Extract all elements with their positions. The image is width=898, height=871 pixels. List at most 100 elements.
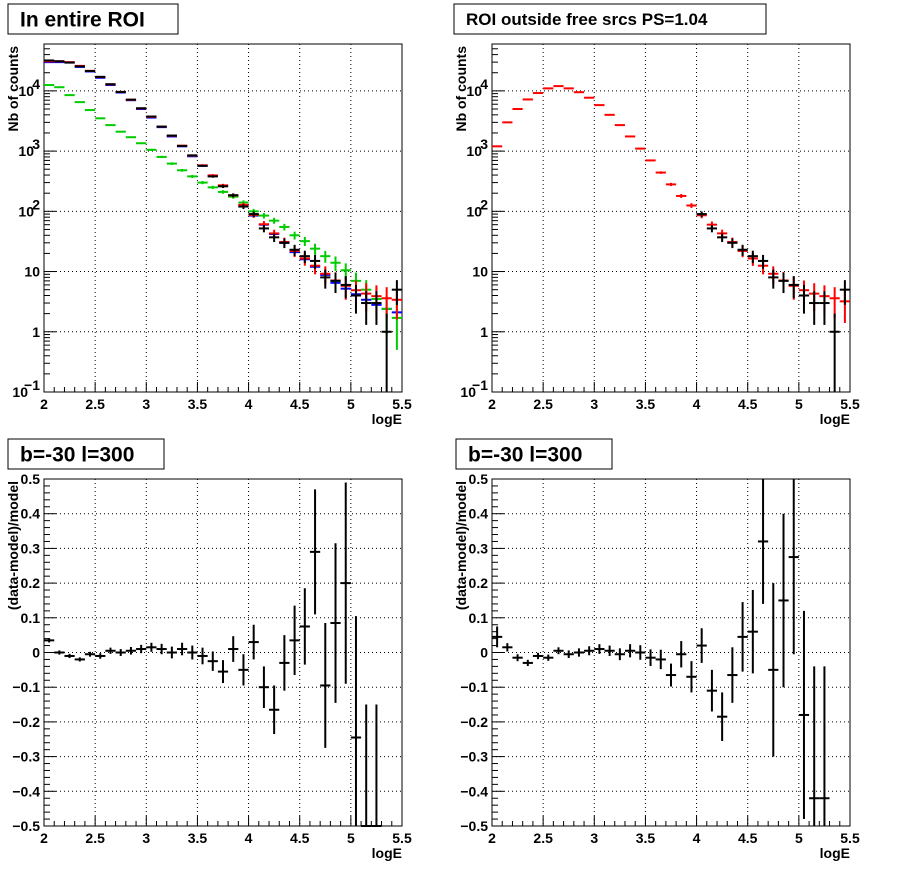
data-point: [258, 212, 270, 219]
data-point: [84, 109, 96, 112]
data-point: [361, 704, 372, 827]
x-tick-label: 2.5: [85, 396, 105, 412]
data-point: [696, 211, 707, 217]
data-point: [737, 602, 748, 672]
y-tick-label: 0.3: [21, 540, 41, 556]
x-tick-label: 3.5: [636, 830, 656, 846]
series-4: [44, 59, 402, 392]
y-axis-label: (data-model)/model: [5, 481, 21, 610]
data-point: [289, 244, 300, 256]
data-point: [573, 648, 585, 657]
data-point: [84, 651, 96, 657]
data-point: [706, 225, 718, 233]
data-point: [299, 250, 310, 264]
data-point: [512, 654, 523, 662]
data-point: [146, 148, 157, 151]
data-point: [217, 660, 229, 684]
data-point: [757, 479, 769, 604]
data-point: [635, 147, 646, 150]
x-axis-label: logE: [820, 411, 850, 427]
chart-title: b=-30 l=300: [455, 438, 613, 470]
data-point: [74, 101, 85, 104]
data-point: [645, 649, 656, 667]
data-point: [248, 624, 259, 660]
data-point: [44, 84, 55, 87]
data-point: [624, 135, 636, 138]
data-point: [228, 636, 239, 662]
y-tick-label: 10: [460, 384, 476, 400]
series-2: [696, 211, 850, 392]
title-box: [7, 3, 179, 35]
data-point: [125, 98, 137, 101]
series-1: [492, 479, 830, 826]
data-point: [573, 91, 585, 94]
x-tick-label: 4.5: [738, 396, 758, 412]
y-tick-exponent: 4: [32, 76, 40, 92]
data-point: [299, 236, 310, 247]
data-point: [330, 272, 341, 294]
data-point: [228, 193, 239, 198]
data-point: [676, 641, 687, 668]
data-point: [371, 704, 382, 827]
y-tick-label: −0.4: [460, 783, 488, 799]
x-tick-label: 3.5: [188, 396, 208, 412]
data-point: [146, 115, 157, 118]
x-tick-label: 5.5: [840, 396, 860, 412]
y-tick-label: 10: [472, 264, 488, 280]
y-tick-label: 10: [466, 203, 482, 219]
data-point: [166, 646, 177, 659]
data-point: [320, 250, 331, 263]
y-tick-label: 10: [18, 143, 34, 159]
y-tick-label: 0.3: [469, 540, 489, 556]
data-point: [604, 645, 615, 656]
data-point: [207, 185, 218, 190]
x-tick-label: 3: [142, 396, 150, 412]
panel-2: ROI outside free srcs PS=1.04 2 2.5 3 3.5 4 4.…: [453, 3, 860, 427]
x-tick-label: 4: [245, 396, 253, 412]
y-tick-label: 10: [12, 384, 28, 400]
data-point: [747, 250, 758, 264]
data-point: [371, 291, 382, 325]
x-tick-label: 2.5: [85, 830, 105, 846]
x-tick-label: 5.5: [392, 830, 412, 846]
x-tick-label: 4: [693, 396, 701, 412]
data-point: [727, 238, 738, 249]
y-tick-label: 1: [480, 324, 488, 340]
data-point: [624, 644, 636, 658]
chart-title: ROI outside free srcs PS=1.04: [453, 3, 767, 35]
data-point: [819, 666, 830, 826]
data-point: [686, 203, 697, 208]
x-tick-label: 5: [795, 396, 803, 412]
y-tick-label: 0: [480, 645, 488, 661]
data-point: [258, 666, 270, 709]
x-tick-label: 5.5: [840, 830, 860, 846]
y-tick-label: −0.1: [12, 679, 40, 695]
data-point: [156, 155, 167, 159]
y-tick-label: 10: [24, 264, 40, 280]
data-point: [381, 287, 392, 318]
series-2: [44, 84, 402, 350]
x-tick-label: 2: [488, 396, 496, 412]
data-point: [248, 211, 259, 217]
data-point: [320, 623, 331, 748]
data-point: [839, 280, 850, 305]
x-axis-label: logE: [372, 845, 402, 861]
y-tick-label: 10: [466, 83, 482, 99]
title-text: b=-30 l=300: [20, 444, 134, 467]
data-point: [819, 291, 830, 325]
data-point: [512, 107, 523, 110]
data-point: [115, 90, 126, 93]
data-point: [727, 647, 738, 703]
data-point: [584, 646, 595, 656]
data-point: [309, 254, 321, 269]
data-point: [635, 645, 646, 660]
data-point: [492, 145, 503, 148]
data-point: [207, 175, 218, 178]
plot-frame: [43, 43, 403, 393]
x-tick-label: 4.5: [290, 830, 310, 846]
data-point: [676, 194, 687, 198]
